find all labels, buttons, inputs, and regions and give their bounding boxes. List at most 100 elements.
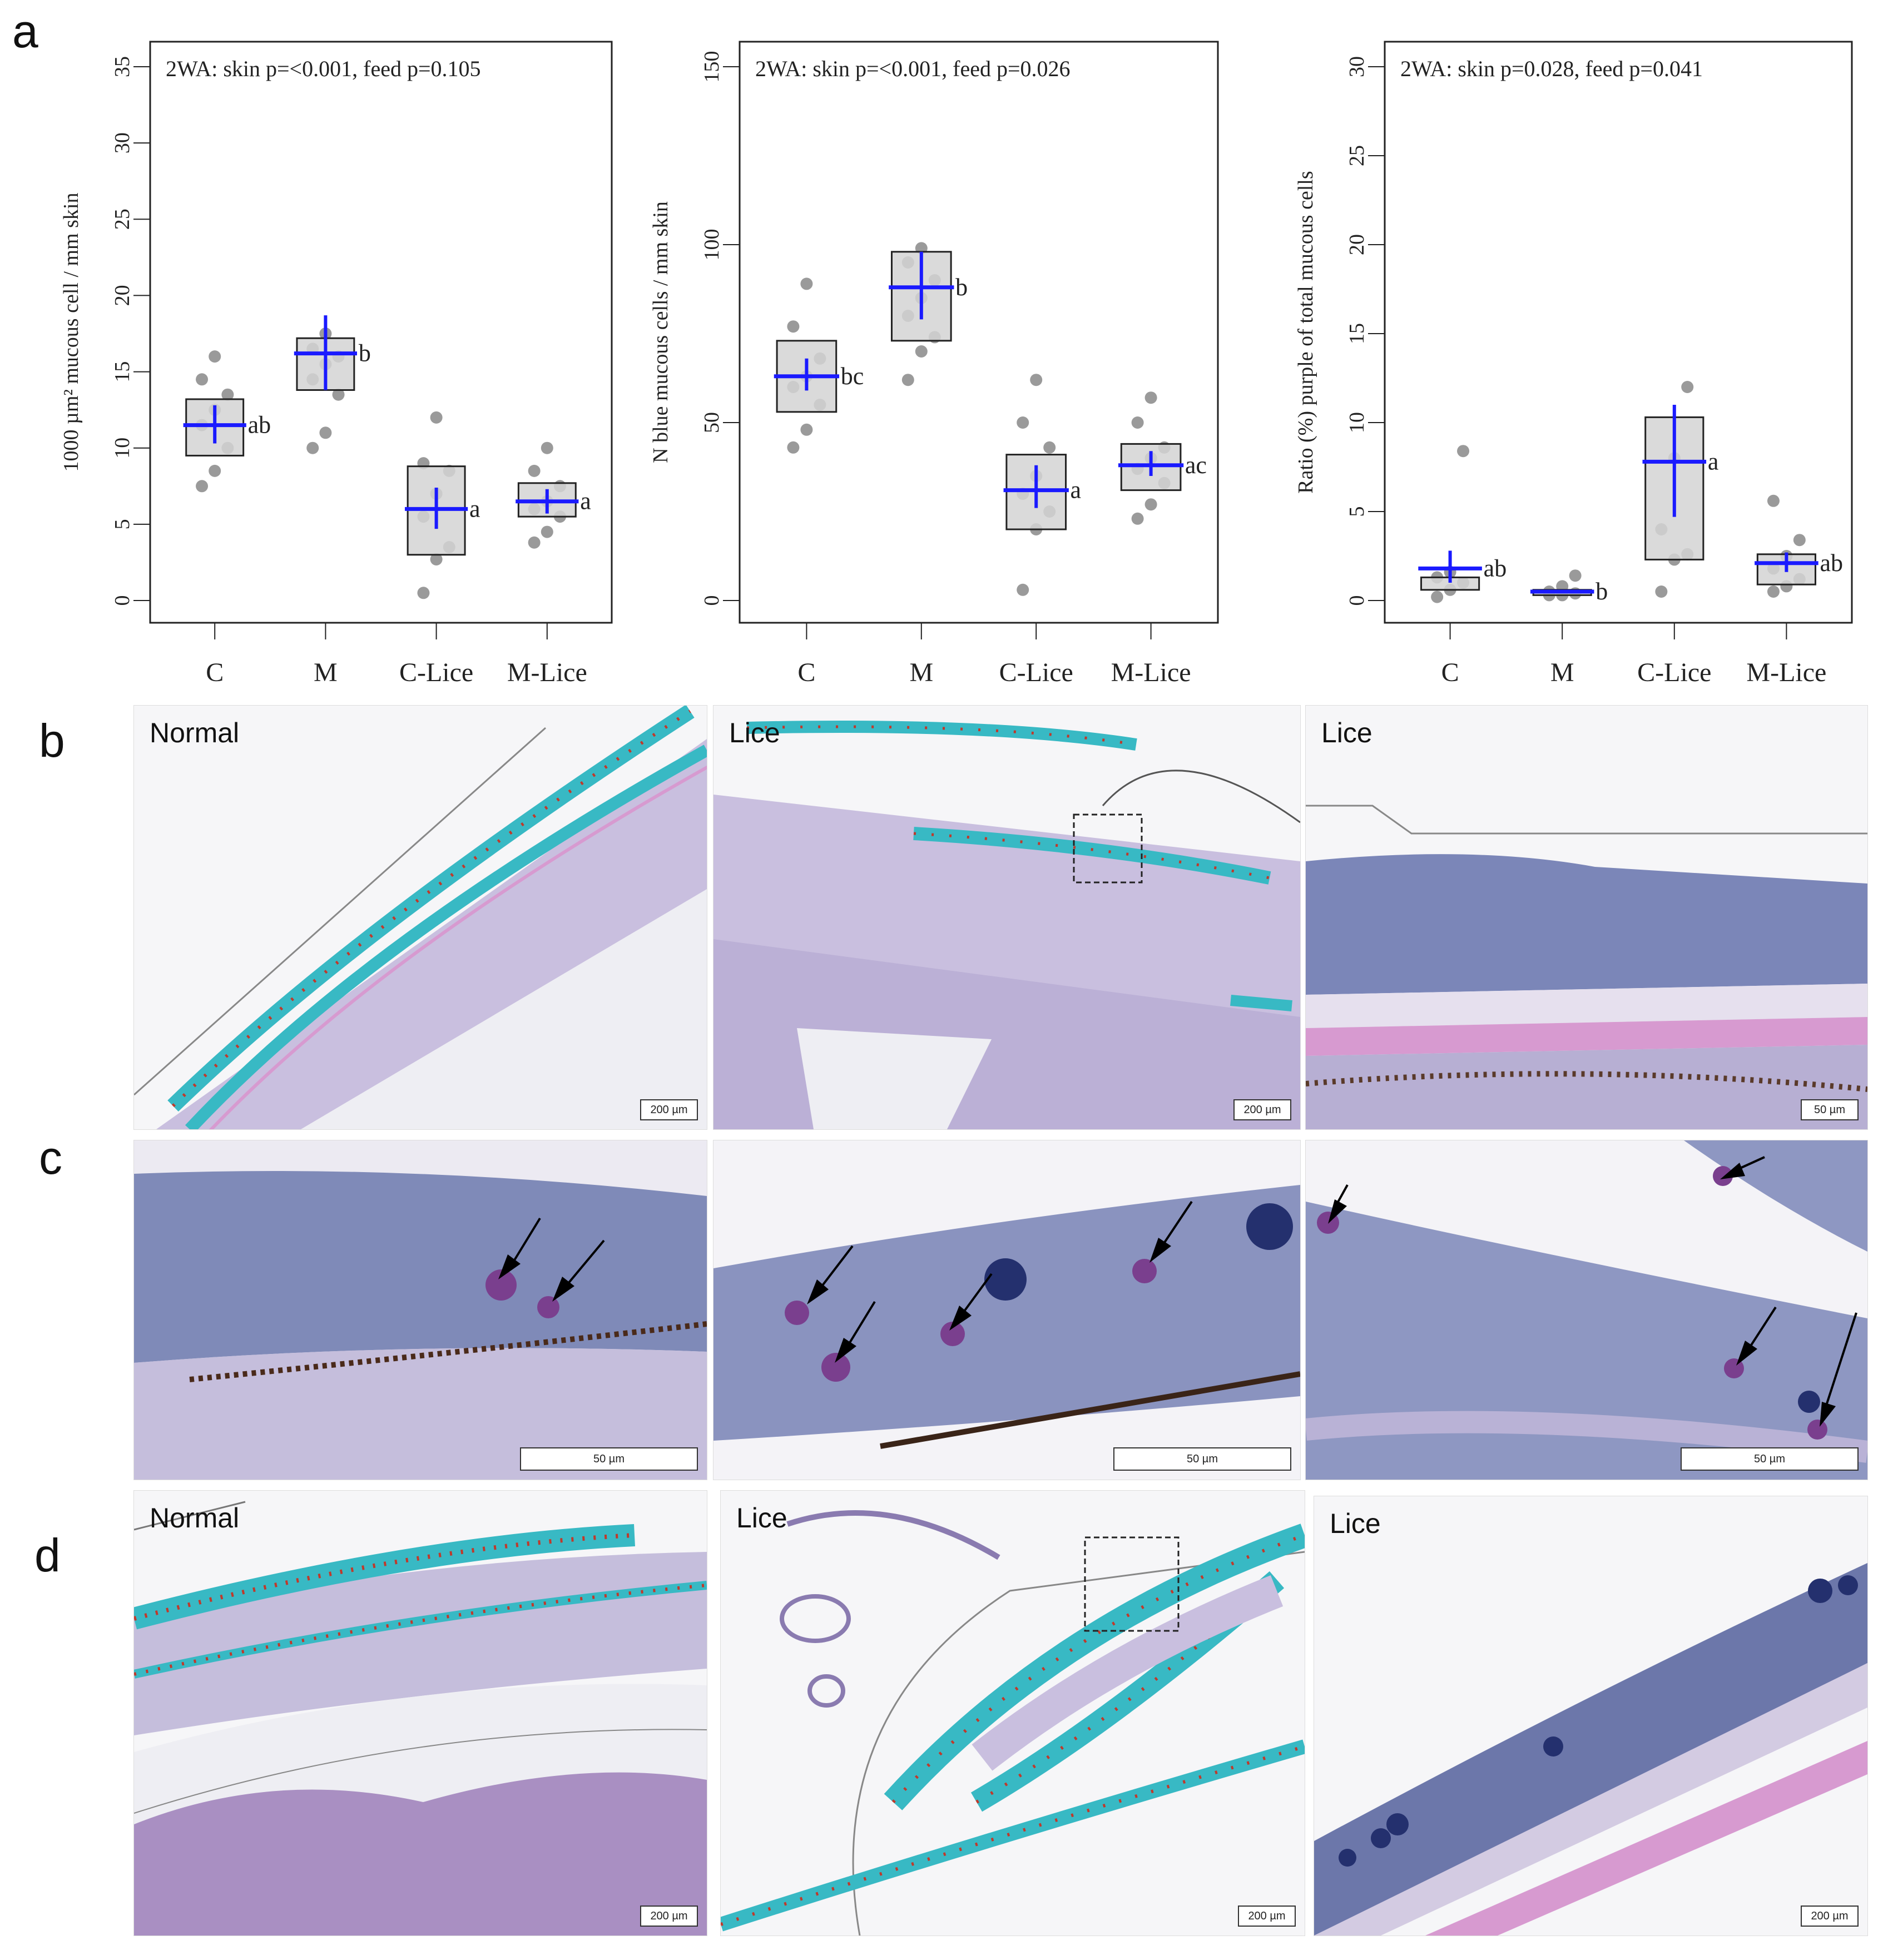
scale-bar: 50 µm — [1681, 1447, 1859, 1471]
data-point — [430, 553, 443, 565]
tissue-illustration — [134, 706, 707, 1129]
micrograph-c-lice-mid: 50 µm — [713, 1140, 1301, 1480]
scale-bar: 200 µm — [1801, 1906, 1859, 1927]
chart-mucous-area-svg: 2WA: skin p=<0.001, feed p=0.105 0 5 10 15 20… — [60, 41, 613, 687]
data-point — [1131, 512, 1144, 525]
chart-purple-ratio-svg: 2WA: skin p=0.028, feed p=0.041 0 5 10 15 20 2… — [1294, 41, 1853, 687]
micrograph-d-normal: Normal 200 µm — [133, 1490, 707, 1936]
micrograph-d-lice-overview: Lice 200 µm — [720, 1490, 1305, 1936]
data-point — [1017, 416, 1029, 429]
chart-purple-ratio: 2WA: skin p=0.028, feed p=0.041 0 5 10 15 20 2… — [1257, 17, 1869, 701]
tissue-illustration — [721, 1491, 1305, 1936]
data-point — [1144, 391, 1157, 404]
y-tick-label: 25 — [111, 209, 134, 230]
micrograph-b-lice-overview: Lice 200 µm — [713, 705, 1301, 1130]
scale-bar: 50 µm — [520, 1447, 698, 1471]
tile-label: Lice — [1330, 1508, 1381, 1539]
tissue-illustration — [1306, 1140, 1867, 1480]
tile-label: Normal — [150, 1502, 240, 1534]
data-point — [915, 345, 928, 358]
y-tick-label: 20 — [1345, 234, 1369, 255]
scale-bar: 50 µm — [1801, 1099, 1859, 1120]
x-category-label: C — [1441, 658, 1459, 687]
data-point — [800, 423, 813, 436]
y-axis-label: 1000 µm² mucous cell / mm skin — [60, 193, 83, 472]
y-axis-label: Ratio (%) purple of total mucous cells — [1294, 171, 1317, 493]
y-tick-label: 35 — [111, 56, 134, 77]
data-point — [417, 587, 430, 599]
x-category-label: M — [314, 658, 338, 687]
data-point — [1144, 498, 1157, 511]
data-point — [528, 464, 541, 477]
y-tick-label: 10 — [111, 438, 134, 459]
data-point — [1131, 416, 1144, 429]
x-category-label: C — [206, 658, 224, 687]
tissue-illustration — [1306, 706, 1867, 1129]
y-tick-label: 0 — [111, 596, 134, 606]
data-point — [541, 441, 553, 454]
x-category-label: C — [797, 658, 815, 687]
y-tick-label: 5 — [1345, 507, 1369, 517]
data-point — [306, 441, 319, 454]
data-point — [221, 388, 234, 401]
tile-label: Normal — [150, 717, 240, 748]
significance-letter: ab — [248, 411, 271, 439]
y-axis-label: N blue mucous cells / mm skin — [649, 201, 672, 463]
data-point — [1043, 441, 1056, 454]
scale-bar: 200 µm — [1238, 1906, 1296, 1927]
data-point — [1030, 374, 1043, 386]
scale-bar: 200 µm — [640, 1099, 698, 1120]
plot-frame — [1384, 41, 1853, 624]
tissue-illustration — [134, 1491, 707, 1936]
significance-letter: b — [359, 340, 371, 367]
plot-frame — [149, 41, 613, 624]
y-tick-label: 0 — [700, 596, 724, 606]
tissue-illustration — [713, 1140, 1300, 1480]
plot-frame — [739, 41, 1219, 624]
data-point — [1017, 583, 1029, 596]
data-point — [319, 426, 332, 439]
data-point — [196, 373, 209, 386]
data-point — [1569, 569, 1582, 582]
data-point — [1655, 585, 1668, 598]
data-point — [1457, 445, 1470, 458]
micrograph-b-normal: Normal 200 µm — [133, 705, 707, 1130]
significance-letter: ab — [1484, 554, 1507, 582]
y-tick-label: 50 — [700, 412, 724, 433]
tile-label: Lice — [736, 1502, 787, 1534]
scale-bar: 200 µm — [1233, 1099, 1291, 1120]
significance-letter: b — [955, 274, 968, 301]
micrograph-c-lice-right: 50 µm — [1305, 1140, 1868, 1480]
scale-bar: 50 µm — [1113, 1447, 1291, 1471]
data-point — [1767, 494, 1780, 507]
chart-blue-cells-svg: 2WA: skin p=<0.001, feed p=0.026 0 50 100 15… — [649, 41, 1219, 687]
data-point — [1431, 591, 1444, 603]
significance-letter: a — [469, 495, 480, 522]
significance-letter: ac — [1185, 451, 1207, 479]
x-category-label: M-Lice — [1111, 658, 1191, 687]
y-tick-label: 20 — [111, 285, 134, 306]
y-tick-label: 5 — [111, 519, 134, 529]
data-point — [332, 388, 345, 401]
data-point — [901, 374, 914, 386]
significance-letter: ab — [1820, 549, 1843, 577]
scale-bar: 200 µm — [640, 1906, 698, 1927]
y-tick-label: 10 — [1345, 412, 1369, 433]
data-point — [787, 441, 800, 454]
significance-letter: a — [580, 488, 591, 515]
x-category-label: M-Lice — [507, 658, 587, 687]
x-category-label: C-Lice — [399, 658, 473, 687]
data-point — [1767, 585, 1780, 598]
tissue-illustration — [1314, 1496, 1867, 1936]
significance-letter: a — [1071, 477, 1082, 504]
y-tick-label: 25 — [1345, 145, 1369, 166]
significance-letter: bc — [841, 363, 864, 390]
y-tick-label: 0 — [1345, 596, 1369, 606]
chart-blue-cells: 2WA: skin p=<0.001, feed p=0.026 0 50 100 15… — [640, 17, 1240, 701]
tile-label: Lice — [729, 717, 780, 748]
tissue-illustration — [713, 706, 1300, 1129]
x-category-label: M — [1550, 658, 1574, 687]
data-point — [196, 480, 209, 493]
data-point — [528, 536, 541, 549]
x-category-label: M-Lice — [1746, 658, 1826, 687]
